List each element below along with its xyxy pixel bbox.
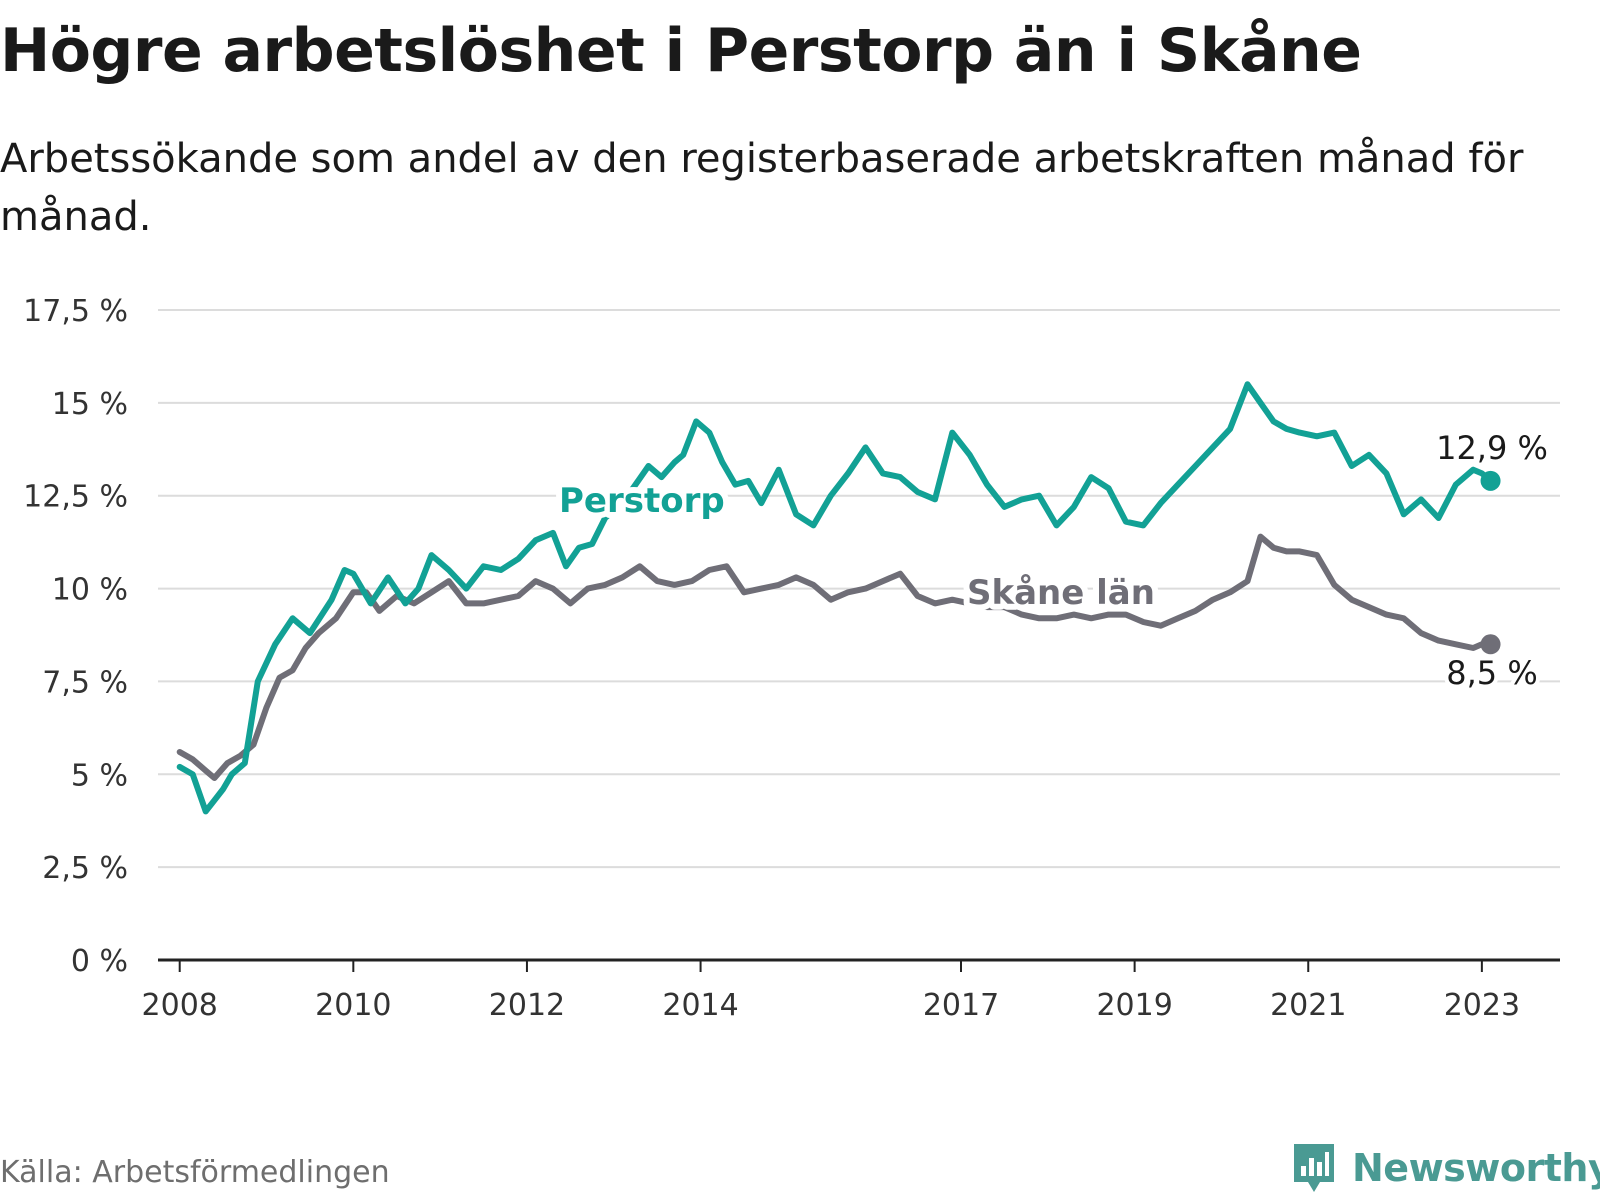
series-label-perstorp: Perstorp — [559, 481, 725, 521]
x-tick-label: 2023 — [1444, 988, 1520, 1023]
newsworthy-logo-icon — [1294, 1144, 1334, 1192]
y-tick-label: 0 % — [71, 944, 128, 979]
series-line-skane — [176, 533, 1494, 781]
y-tick-label: 12,5 % — [23, 480, 128, 515]
end-label-perstorp: 12,9 % — [1436, 429, 1548, 467]
x-tick-label: 2014 — [662, 988, 738, 1023]
series-label-skane: Skåne län — [967, 573, 1155, 613]
series-labels: Perstorp Skåne län 12,9 % 8,5 % — [553, 425, 1552, 696]
y-tick-label: 5 % — [71, 758, 128, 793]
y-tick-label: 10 % — [52, 573, 128, 608]
x-tick-label: 2021 — [1270, 988, 1346, 1023]
brand-logo: Newsworthy — [1290, 1140, 1600, 1196]
end-label-skane: 8,5 % — [1446, 654, 1537, 692]
x-tick-label: 2008 — [142, 988, 218, 1023]
y-tick-label: 2,5 % — [42, 851, 128, 886]
source-note: Källa: Arbetsförmedlingen — [0, 1155, 390, 1190]
x-tick-label: 2012 — [489, 988, 565, 1023]
chart-title: Högre arbetslöshet i Perstorp än i Skåne — [0, 16, 1362, 86]
y-tick-label: 17,5 % — [23, 294, 128, 329]
y-axis-ticks: 0 % 2,5 % 5 % 7,5 % 10 % 12,5 % 15 % 17,5 % — [23, 294, 128, 979]
brand-name: Newsworthy — [1352, 1146, 1600, 1190]
series-line-perstorp — [176, 381, 1494, 815]
x-tick-label: 2019 — [1096, 988, 1172, 1023]
y-tick-label: 15 % — [52, 387, 128, 422]
x-axis: 2008 2010 2012 2014 2017 2019 2021 2023 — [142, 958, 1560, 1023]
x-tick-label: 2010 — [315, 988, 391, 1023]
y-tick-label: 7,5 % — [42, 665, 128, 700]
x-tick-label: 2017 — [923, 988, 999, 1023]
series-layer — [176, 381, 1501, 815]
chart-subtitle: Arbetssökande som andel av den registerb… — [0, 136, 1524, 240]
end-point-perstorp — [1480, 470, 1501, 491]
end-point-skane — [1480, 634, 1501, 655]
